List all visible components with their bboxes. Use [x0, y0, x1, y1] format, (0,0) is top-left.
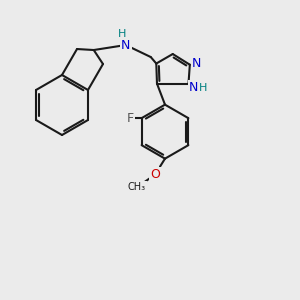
Text: F: F	[127, 112, 134, 124]
Text: N: N	[192, 57, 202, 70]
Text: H: H	[118, 29, 126, 39]
Text: N: N	[121, 38, 130, 52]
Text: O: O	[150, 168, 160, 181]
Text: N: N	[189, 81, 198, 94]
Text: H: H	[199, 82, 208, 93]
Text: CH₃: CH₃	[128, 182, 146, 192]
